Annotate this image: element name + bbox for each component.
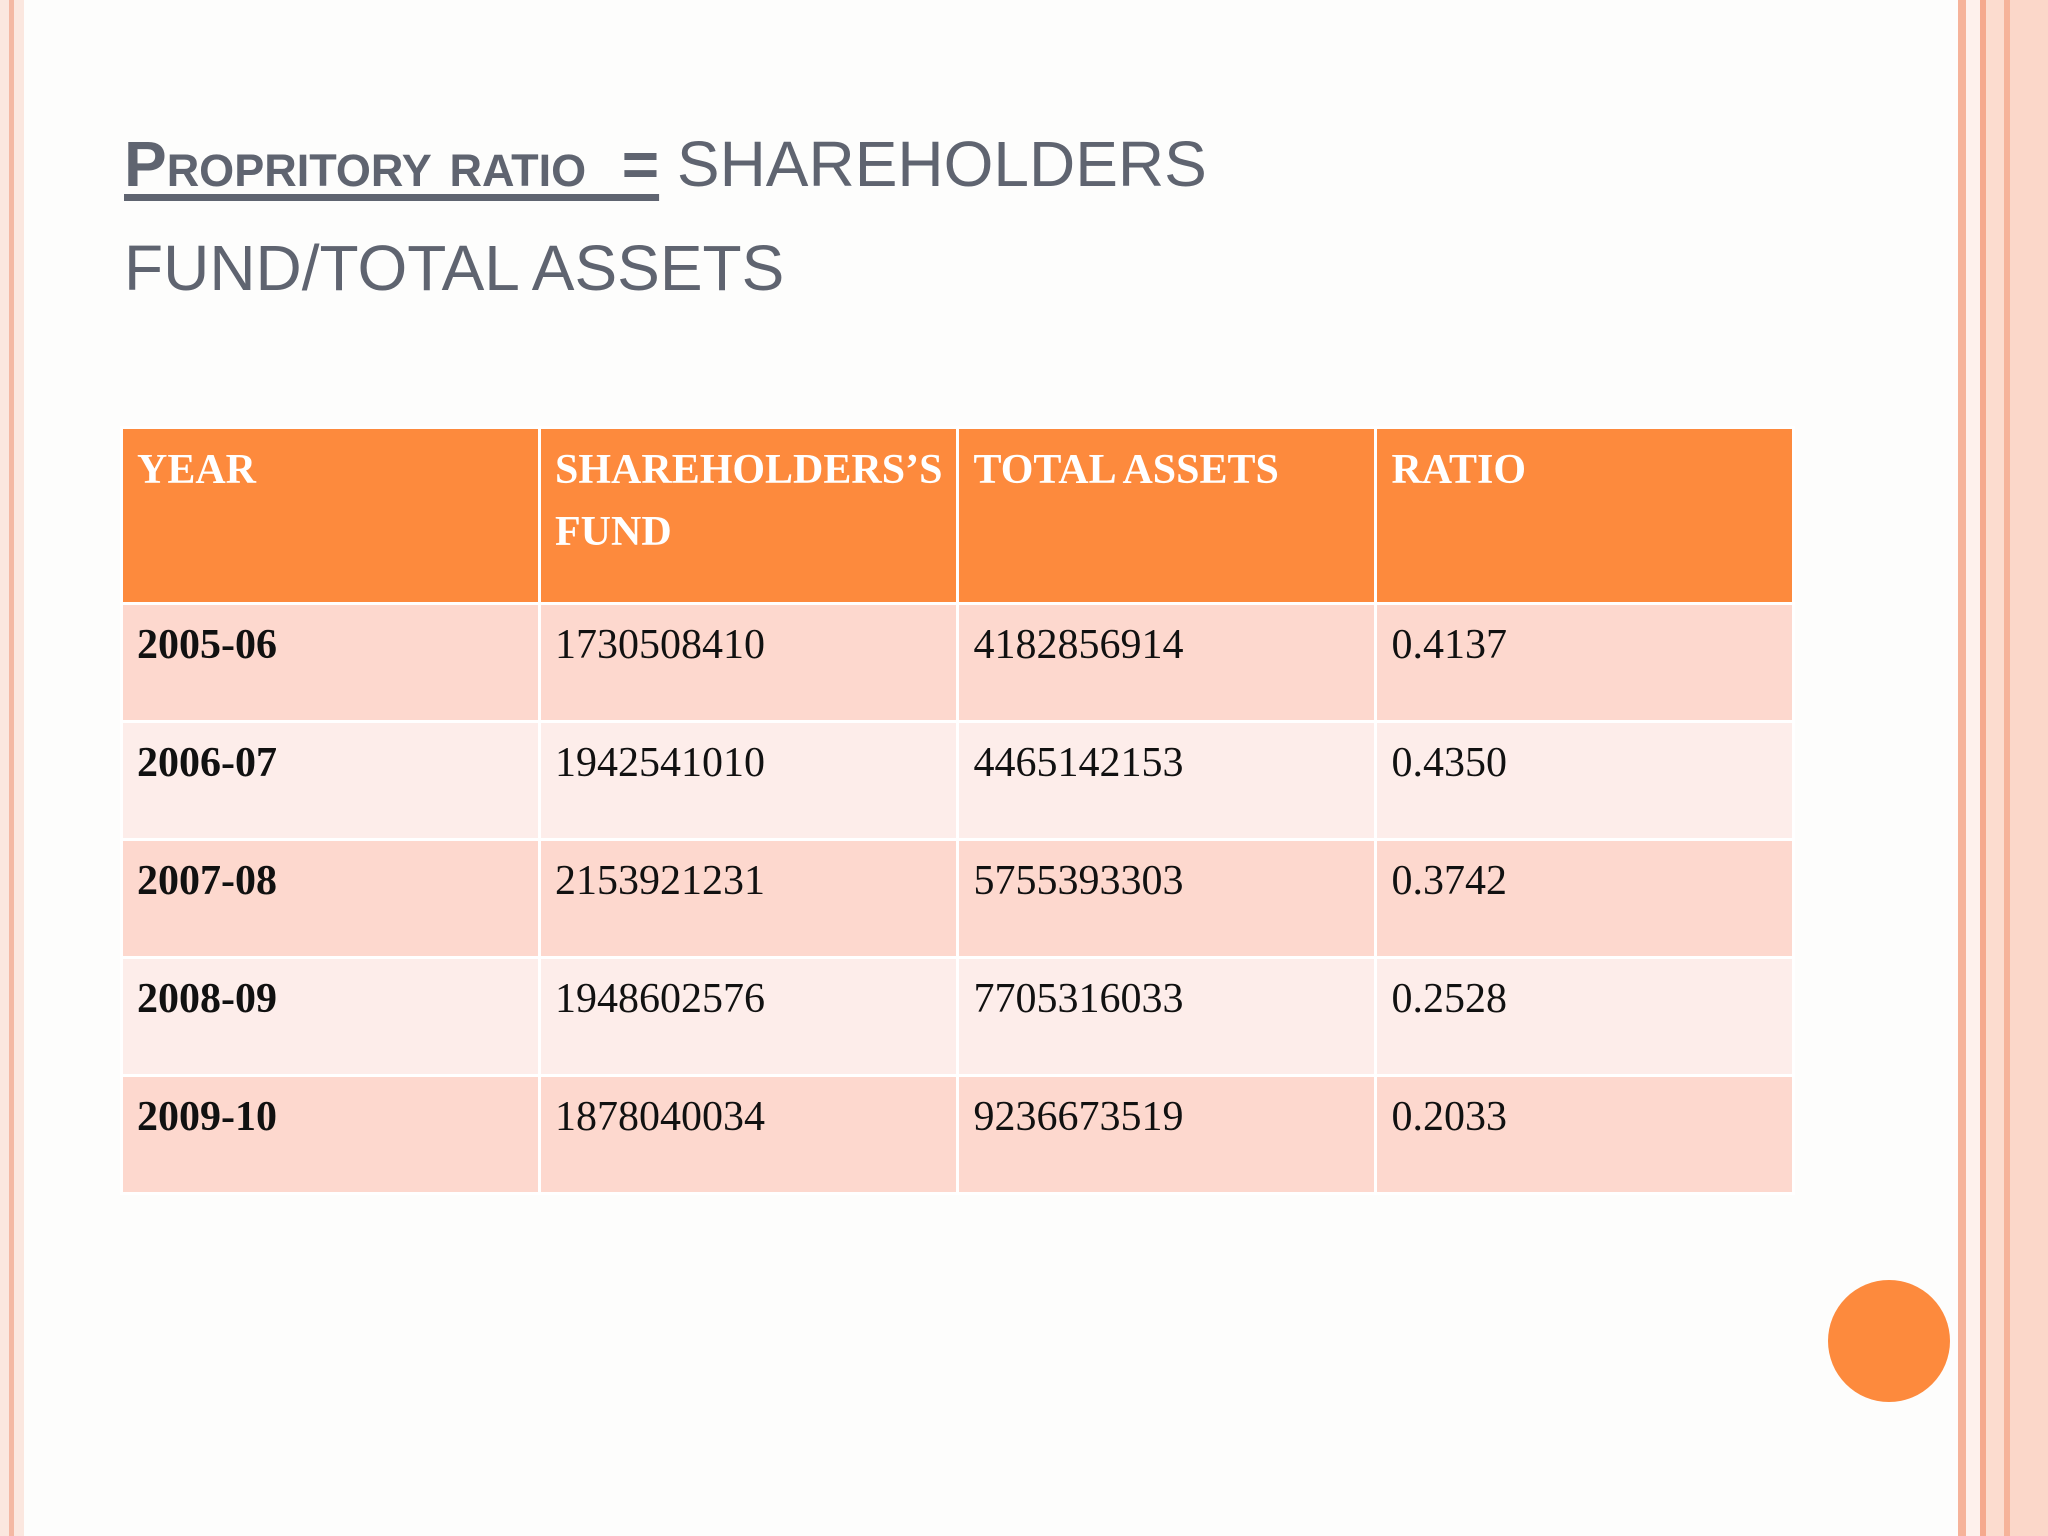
cell-ratio: 0.3742 <box>1374 838 1796 959</box>
right-border-stripe <box>1980 0 1986 1536</box>
cell-assets: 4465142153 <box>956 720 1378 841</box>
cell-assets: 5755393303 <box>956 838 1378 959</box>
slide-title: Propritory ratio = SHAREHOLDERS FUND/TOTA… <box>124 112 1624 320</box>
cell-year: 2007-08 <box>120 838 541 959</box>
table-row: 2007-08 2153921231 5755393303 0.3742 <box>120 838 1796 959</box>
table-row: 2006-07 1942541010 4465142153 0.4350 <box>120 720 1796 841</box>
cell-assets: 7705316033 <box>956 956 1378 1077</box>
header-shareholders-fund: SHAREHOLDERS’S FUND <box>537 426 960 605</box>
title-formula-name: Propritory ratio = <box>124 128 660 200</box>
cell-year: 2009-10 <box>120 1074 541 1195</box>
table-row: 2009-10 1878040034 9236673519 0.2033 <box>120 1074 1796 1195</box>
cell-year: 2005-06 <box>120 602 541 723</box>
table-header-row: YEAR SHAREHOLDERS’S FUND TOTAL ASSETS RA… <box>120 426 1796 605</box>
cell-fund: 1942541010 <box>537 720 960 841</box>
cell-ratio: 0.2528 <box>1374 956 1796 1077</box>
orange-circle-decoration <box>1828 1280 1950 1402</box>
table-row: 2008-09 1948602576 7705316033 0.2528 <box>120 956 1796 1077</box>
cell-fund: 1730508410 <box>537 602 960 723</box>
table-row: 2005-06 1730508410 4182856914 0.4137 <box>120 602 1796 723</box>
cell-fund: 2153921231 <box>537 838 960 959</box>
header-ratio: RATIO <box>1374 426 1796 605</box>
left-border-decoration <box>0 0 24 1536</box>
right-border-stripe <box>1966 0 1980 1536</box>
cell-year: 2006-07 <box>120 720 541 841</box>
cell-ratio: 0.2033 <box>1374 1074 1796 1195</box>
right-border-stripe <box>2004 0 2010 1536</box>
header-total-assets: TOTAL ASSETS <box>956 426 1378 605</box>
cell-fund: 1948602576 <box>537 956 960 1077</box>
ratio-table: YEAR SHAREHOLDERS’S FUND TOTAL ASSETS RA… <box>120 426 1796 1195</box>
cell-assets: 4182856914 <box>956 602 1378 723</box>
cell-fund: 1878040034 <box>537 1074 960 1195</box>
right-border-stripe <box>1958 0 1966 1536</box>
cell-ratio: 0.4137 <box>1374 602 1796 723</box>
right-border-stripe <box>1986 0 2004 1536</box>
cell-assets: 9236673519 <box>956 1074 1378 1195</box>
cell-ratio: 0.4350 <box>1374 720 1796 841</box>
title-formula-part2: FUND/TOTAL ASSETS <box>124 232 785 304</box>
right-border-stripe <box>2010 0 2048 1536</box>
header-year: YEAR <box>120 426 541 605</box>
cell-year: 2008-09 <box>120 956 541 1077</box>
title-formula-part1: SHAREHOLDERS <box>659 128 1207 200</box>
